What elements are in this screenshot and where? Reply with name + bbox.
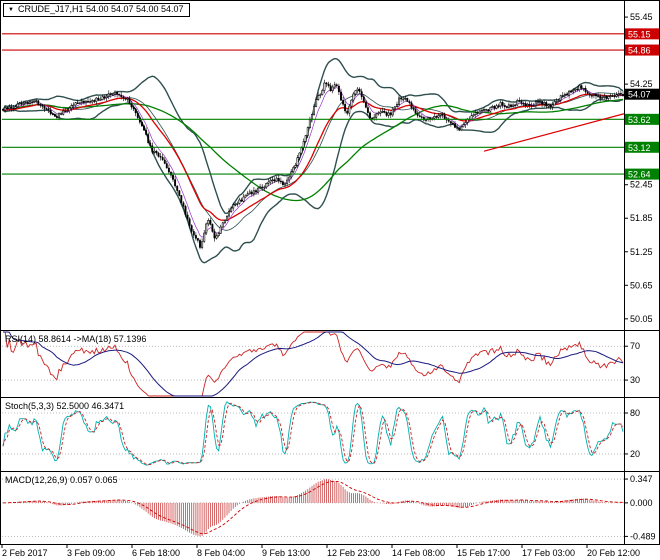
fast-ma-line bbox=[2, 93, 623, 221]
macd-indicator-label: MACD(12,26,9) 0.057 0.065 bbox=[5, 475, 118, 485]
time-axis-label: 12 Feb 23:00 bbox=[327, 548, 380, 558]
price-tick-label: 50.05 bbox=[630, 314, 653, 324]
price-tick-label: 51.25 bbox=[630, 247, 653, 257]
macd-histogram bbox=[4, 479, 624, 537]
resistance-price-label-text: 55.15 bbox=[628, 29, 651, 39]
time-axis-label: 20 Feb 12:00 bbox=[587, 548, 640, 558]
stoch-tick-label: 80 bbox=[630, 408, 640, 418]
price-tick-label: 54.25 bbox=[630, 79, 653, 89]
support-price-label-text: 53.62 bbox=[628, 115, 651, 125]
bull-candle-bodies bbox=[4, 82, 620, 248]
stoch-d-line bbox=[2, 401, 624, 466]
time-axis-label: 3 Feb 09:00 bbox=[67, 548, 115, 558]
price-tick-label: 51.85 bbox=[630, 213, 653, 223]
slow-ma-line bbox=[2, 98, 624, 202]
current-price-label bbox=[625, 88, 659, 100]
time-axis-label: 14 Feb 08:00 bbox=[392, 548, 445, 558]
macd-tick-label: 0.000 bbox=[630, 498, 653, 508]
current-price-label-text: 54.07 bbox=[628, 90, 651, 100]
time-axis-label: 17 Feb 03:00 bbox=[522, 548, 575, 558]
rsi-tick-label: 70 bbox=[630, 341, 640, 351]
stoch-tick-label: 20 bbox=[630, 449, 640, 459]
support-price-label bbox=[625, 168, 659, 180]
bear-candle-bodies bbox=[2, 82, 624, 248]
trendline[interactable] bbox=[483, 113, 625, 152]
resistance-price-label bbox=[625, 44, 659, 56]
macd-tick-label: -0.489 bbox=[630, 531, 656, 541]
stoch-indicator-label: Stoch(5,3,3) 52.5000 46.3471 bbox=[5, 401, 125, 411]
rsi-indicator-label: RSI(14) 58.8614 ->MA(18) 57.1396 bbox=[5, 334, 147, 344]
support-price-label-text: 52.64 bbox=[628, 170, 651, 180]
price-tick-label: 52.45 bbox=[630, 180, 653, 190]
support-price-label bbox=[625, 113, 659, 125]
symbol-ohlc-header[interactable]: ▼ CRUDE_J17,H1 54.00 54.07 54.00 54.07 bbox=[3, 3, 190, 17]
time-axis-label: 2 Feb 2017 bbox=[2, 548, 48, 558]
signal-ma-line bbox=[2, 87, 624, 238]
symbol-ohlc-text: CRUDE_J17,H1 54.00 54.07 54.00 54.07 bbox=[17, 4, 184, 14]
time-axis-label: 9 Feb 13:00 bbox=[262, 548, 310, 558]
rsi-ma-line bbox=[3, 331, 624, 397]
collapse-arrow-icon[interactable]: ▼ bbox=[8, 6, 14, 13]
resistance-price-label-text: 54.86 bbox=[628, 46, 651, 56]
macd-tick-label: 0.347 bbox=[630, 474, 653, 484]
support-price-label-text: 53.12 bbox=[628, 143, 651, 153]
resistance-price-label bbox=[625, 28, 659, 40]
support-price-label bbox=[625, 141, 659, 153]
time-axis-label: 6 Feb 18:00 bbox=[132, 548, 180, 558]
rsi-tick-label: 30 bbox=[630, 375, 640, 385]
price-tick-label: 50.65 bbox=[630, 280, 653, 290]
macd-signal-line bbox=[2, 480, 623, 535]
price-tick-label: 55.45 bbox=[630, 12, 653, 22]
time-axis-label: 8 Feb 04:00 bbox=[197, 548, 245, 558]
time-axis-label: 15 Feb 17:00 bbox=[457, 548, 510, 558]
